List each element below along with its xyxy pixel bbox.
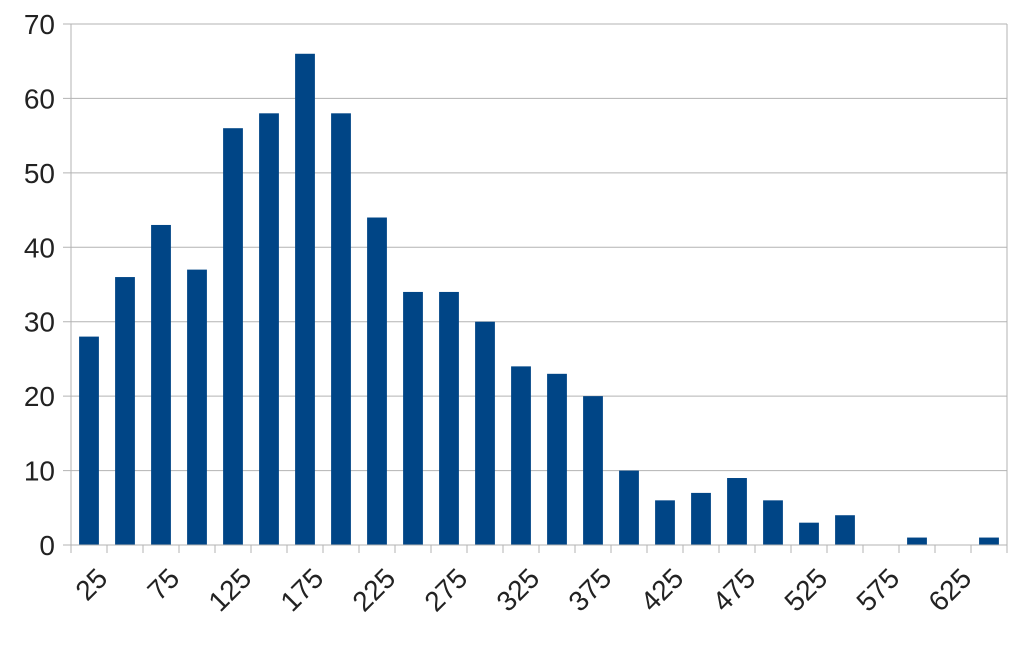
x-tick-label: 625 bbox=[922, 562, 977, 617]
bar-150 bbox=[259, 113, 279, 546]
bar-400 bbox=[619, 470, 639, 545]
bar-600 bbox=[907, 537, 927, 545]
y-tick-label: 30 bbox=[24, 307, 55, 338]
x-tick-label: 325 bbox=[490, 562, 545, 617]
y-tick-label: 50 bbox=[24, 158, 55, 189]
bar-175 bbox=[295, 53, 315, 546]
bar-250 bbox=[403, 291, 423, 545]
x-tick-label: 575 bbox=[850, 562, 905, 617]
x-tick-label: 175 bbox=[274, 562, 329, 617]
x-tick-label: 75 bbox=[141, 562, 185, 606]
bar-375 bbox=[583, 396, 603, 545]
bar-500 bbox=[763, 500, 783, 545]
y-tick-label: 70 bbox=[24, 9, 55, 40]
bar-275 bbox=[439, 291, 459, 545]
bar-300 bbox=[475, 321, 495, 545]
bar-layer bbox=[79, 53, 999, 546]
bar-200 bbox=[331, 113, 351, 546]
bar-50 bbox=[115, 277, 135, 545]
x-tick-label: 525 bbox=[778, 562, 833, 617]
y-tick-labels: 0 10 20 30 40 50 60 70 bbox=[24, 9, 55, 561]
bar-125 bbox=[223, 128, 243, 545]
bar-350 bbox=[547, 373, 567, 545]
bar-425 bbox=[655, 500, 675, 545]
y-tick-label: 20 bbox=[24, 381, 55, 412]
axis-layer bbox=[70, 24, 1008, 553]
grid-layer bbox=[63, 23, 1007, 546]
bar-325 bbox=[511, 366, 531, 545]
bar-75 bbox=[151, 224, 171, 545]
bar-25 bbox=[79, 336, 99, 545]
y-tick-label: 10 bbox=[24, 456, 55, 487]
x-tick-label: 475 bbox=[706, 562, 761, 617]
x-tick-label: 275 bbox=[418, 562, 473, 617]
x-tick-label: 25 bbox=[69, 562, 113, 606]
y-tick-label: 0 bbox=[39, 530, 55, 561]
bar-650 bbox=[979, 537, 999, 545]
x-tick-label: 225 bbox=[346, 562, 401, 617]
bar-550 bbox=[835, 515, 855, 545]
y-tick-label: 60 bbox=[24, 83, 55, 114]
bar-450 bbox=[691, 492, 711, 545]
bar-525 bbox=[799, 522, 819, 545]
x-tick-label: 375 bbox=[562, 562, 617, 617]
bar-475 bbox=[727, 478, 747, 545]
bar-100 bbox=[187, 269, 207, 545]
x-tick-label: 125 bbox=[202, 562, 257, 617]
x-tick-labels: 25 75 125 175 225 275 325 375 425 475 525 575 625 bbox=[69, 562, 977, 617]
bar-225 bbox=[367, 217, 387, 545]
x-tick-label: 425 bbox=[634, 562, 689, 617]
y-tick-label: 40 bbox=[24, 232, 55, 263]
